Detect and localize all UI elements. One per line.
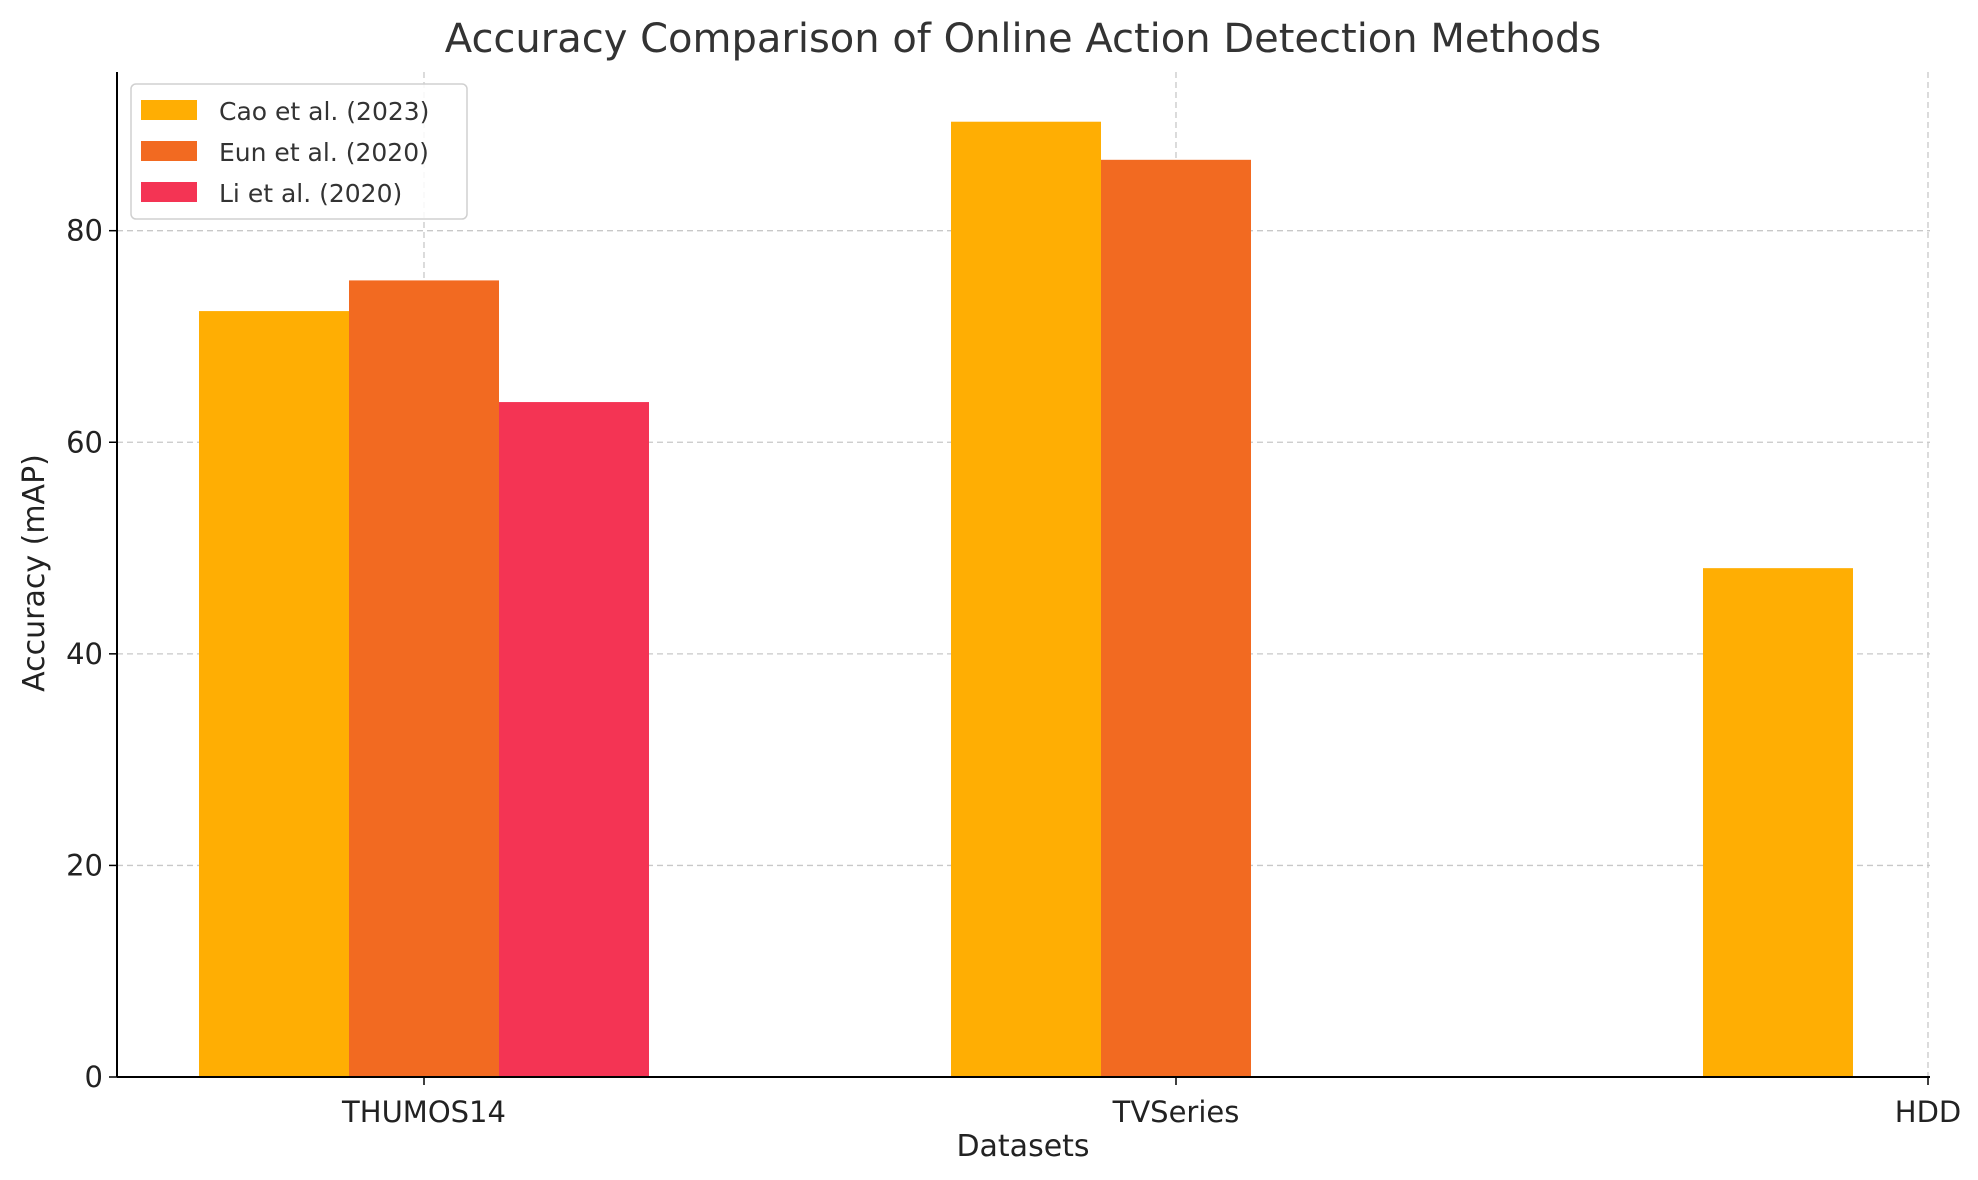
y-tick-label: 20 — [66, 848, 103, 882]
bar — [1101, 159, 1251, 1077]
legend-frame — [130, 83, 468, 220]
x-axis-label: Datasets — [956, 1129, 1089, 1164]
bar — [349, 280, 499, 1077]
legend-swatch — [141, 141, 197, 161]
y-tick-label: 0 — [85, 1060, 103, 1094]
chart-title: Accuracy Comparison of Online Action Det… — [445, 16, 1601, 62]
bar — [951, 121, 1101, 1077]
bar — [499, 402, 649, 1077]
x-tick-label: HDD — [1895, 1095, 1961, 1129]
legend-label: Cao et al. (2023) — [219, 97, 429, 126]
legend-label: Eun et al. (2020) — [219, 138, 429, 167]
x-tick-label: THUMOS14 — [341, 1095, 506, 1129]
axes — [109, 72, 1930, 1085]
tick-labels: 0 20 40 60 80 THUMOS14 TVSeries HDD — [66, 214, 1961, 1129]
bar — [1703, 568, 1853, 1077]
y-tick-label: 80 — [66, 214, 103, 248]
legend-label: Li et al. (2020) — [219, 179, 402, 208]
legend-swatch — [141, 182, 197, 202]
y-tick-label: 60 — [66, 425, 103, 459]
y-tick-label: 40 — [66, 637, 103, 671]
legend-swatch — [141, 100, 197, 120]
y-axis-label: Accuracy (mAP) — [17, 454, 52, 692]
bars — [199, 121, 1853, 1077]
legend: Cao et al. (2023) Eun et al. (2020) Li et … — [130, 83, 468, 220]
bar — [199, 311, 349, 1077]
x-tick-label: TVSeries — [1112, 1095, 1240, 1129]
